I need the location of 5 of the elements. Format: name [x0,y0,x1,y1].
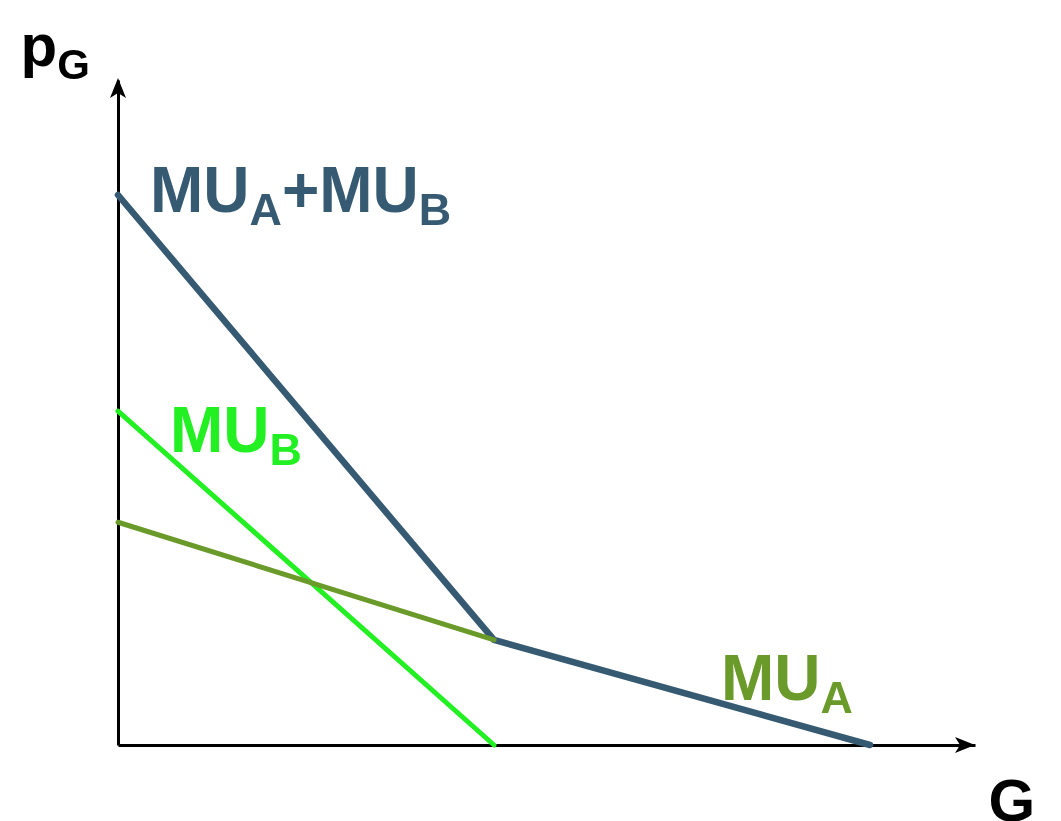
series-label: MU$_{B}$ [170,394,302,475]
y-axis-title: p$_{G}$ [20,11,90,88]
text: MU$_{A}$ [721,641,853,723]
series-label: MU$_{A}$+MU$_{B}$ [150,154,452,235]
x-axis-title: G [988,766,1036,821]
